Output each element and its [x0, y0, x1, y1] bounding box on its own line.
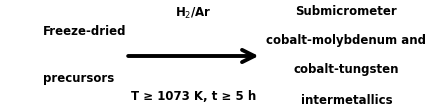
Text: cobalt-molybdenum and: cobalt-molybdenum and: [266, 34, 425, 47]
Text: intermetallics: intermetallics: [300, 94, 392, 107]
Text: Submicrometer: Submicrometer: [295, 5, 397, 18]
Text: cobalt-tungsten: cobalt-tungsten: [294, 63, 399, 76]
Text: precursors: precursors: [42, 72, 114, 85]
Text: T ≥ 1073 K, t ≥ 5 h: T ≥ 1073 K, t ≥ 5 h: [131, 90, 256, 103]
Text: Freeze-dried: Freeze-dried: [42, 25, 126, 38]
Text: H$_2$/Ar: H$_2$/Ar: [175, 6, 212, 21]
